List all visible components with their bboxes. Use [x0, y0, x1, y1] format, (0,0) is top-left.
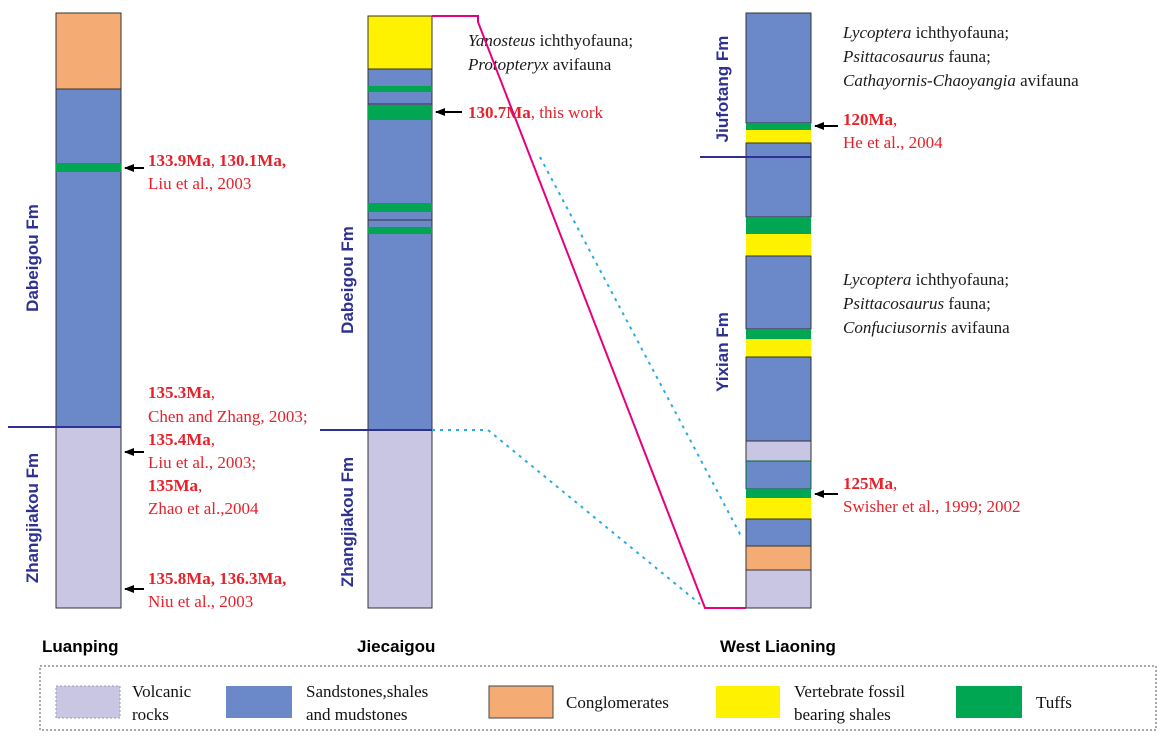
legend-volcanic-swatch [55, 685, 121, 719]
legend-vertebrate-swatch [716, 686, 780, 718]
jiecaigou-tuff-layer-4 [368, 227, 432, 234]
luanping-column [8, 12, 122, 609]
legend-volcanic-label-1: Volcanic [132, 682, 192, 701]
wl-tuff-layer-3 [746, 329, 811, 339]
correlation-line-magenta [432, 15, 746, 609]
legend-volcanic-label-2: rocks [132, 705, 169, 724]
luanping-annotation-4-date: 135Ma, [148, 476, 202, 495]
luanping-annotation-5-ref: Niu et al., 2003 [148, 592, 253, 611]
jiecaigou-sandstone-layer [367, 68, 433, 431]
luanping-annotation-1-dates: 133.9Ma, 130.1Ma, [148, 151, 286, 170]
wl-sandstone-layer-4 [745, 356, 812, 442]
wl-annotation-2-ref: Swisher et al., 1999; 2002 [843, 497, 1021, 516]
wl-tuff-layer-1 [746, 123, 811, 130]
luanping-conglomerate-layer [55, 12, 122, 90]
wl-sandstone-layer-5 [745, 460, 812, 490]
luanping-annotation-5-dates: 135.8Ma, 136.3Ma, [148, 569, 286, 588]
wl-mid-fauna-line-2: Psittacosaurus fauna; [842, 294, 991, 313]
wl-upper-formation-label: Jiufotang Fm [713, 36, 732, 143]
wl-lower-formation-label: Yixian Fm [713, 312, 732, 392]
jiecaigou-site-label: Jiecaigou [357, 637, 435, 656]
luanping-annotation-4-ref: Zhao et al.,2004 [148, 499, 259, 518]
wl-top-fauna-line-3: Cathayornis-Chaoyangia avifauna [843, 71, 1079, 90]
luanping-tuff-layer [56, 163, 121, 172]
west-liaoning-column [700, 12, 812, 609]
wl-tuff-layer-2 [746, 217, 811, 234]
wl-sandstone-layer-2 [745, 142, 812, 218]
luanping-annotation-3-ref: Liu et al., 2003; [148, 453, 256, 472]
wl-site-label: West Liaoning [720, 637, 836, 656]
jiecaigou-upper-formation-label: Dabeigou Fm [338, 226, 357, 334]
wl-vertebrate-layer-2 [746, 234, 811, 256]
wl-sandstone-layer-1 [745, 12, 812, 124]
wl-mid-fauna-line-3: Confuciusornis avifauna [843, 318, 1010, 337]
jiecaigou-volcanic-layer [367, 429, 433, 609]
legend-tuff-swatch [956, 686, 1022, 718]
jiecaigou-vertebrate-layer [367, 15, 433, 70]
legend-sandstone-label-2: and mudstones [306, 705, 408, 724]
wl-annotation-2-date: 125Ma, [843, 474, 897, 493]
luanping-site-label: Luanping [42, 637, 118, 656]
wl-top-fauna-line-1: Lycoptera ichthyofauna; [842, 23, 1009, 42]
jiecaigou-tuff-layer-1 [368, 86, 432, 92]
luanping-volcanic-layer [55, 426, 122, 609]
correlation-line-dotted-lower [432, 429, 701, 605]
wl-vertebrate-layer-3 [746, 339, 811, 357]
jiecaigou-column [320, 15, 433, 609]
wl-annotation-1-ref: He et al., 2004 [843, 133, 943, 152]
wl-volcanic-layer-2 [745, 569, 812, 609]
legend-conglomerate-label: Conglomerates [566, 693, 669, 712]
luanping-upper-formation-label: Dabeigou Fm [23, 204, 42, 312]
wl-tuff-layer-4 [746, 489, 811, 498]
wl-vertebrate-layer-4 [746, 498, 811, 519]
luanping-annotation-1-ref: Liu et al., 2003 [148, 174, 251, 193]
jiecaigou-fauna-line-1: Yanosteus ichthyofauna; [468, 31, 633, 50]
legend-vertebrate-label-1: Vertebrate fossil [794, 682, 905, 701]
legend-sandstone-label-1: Sandstones,shales [306, 682, 428, 701]
jiecaigou-tuff-layer-2 [368, 105, 432, 120]
wl-volcanic-layer-1 [745, 440, 812, 462]
wl-conglomerate-layer [745, 545, 812, 571]
legend: Volcanic rocks Sandstones,shales and mud… [39, 665, 1157, 731]
jiecaigou-fauna-line-2: Protopteryx avifauna [467, 55, 612, 74]
wl-sandstone-layer-3 [745, 255, 812, 330]
legend-vertebrate-label-2: bearing shales [794, 705, 891, 724]
wl-sandstone-layer-6 [745, 518, 812, 547]
luanping-annotation-2-date: 135.3Ma, [148, 383, 215, 402]
luanping-annotation-3-date: 135.4Ma, [148, 430, 215, 449]
jiecaigou-annotation-date: 130.7Ma, this work [468, 103, 604, 122]
wl-mid-fauna-line-1: Lycoptera ichthyofauna; [842, 270, 1009, 289]
luanping-lower-formation-label: Zhangjiakou Fm [23, 453, 42, 583]
wl-top-fauna-line-2: Psittacosaurus fauna; [842, 47, 991, 66]
wl-annotation-1-date: 120Ma, [843, 110, 897, 129]
luanping-sandstone-layer [55, 88, 122, 428]
legend-conglomerate-swatch [488, 685, 554, 719]
luanping-annotation-2-ref: Chen and Zhang, 2003; [148, 407, 308, 426]
wl-vertebrate-layer-1 [746, 130, 811, 143]
correlation-line-dotted-upper [539, 156, 746, 535]
jiecaigou-tuff-layer-3 [368, 203, 432, 212]
jiecaigou-lower-formation-label: Zhangjiakou Fm [338, 457, 357, 587]
legend-sandstone-swatch [226, 686, 292, 718]
legend-tuff-label: Tuffs [1036, 693, 1072, 712]
legend-frame [39, 665, 1157, 731]
